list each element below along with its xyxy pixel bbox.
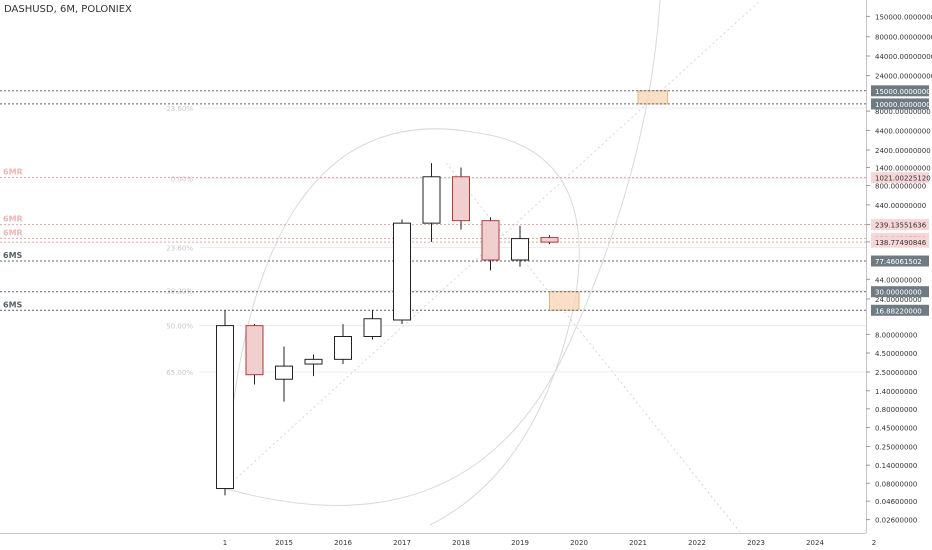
price-label-bg: [871, 219, 929, 231]
fib-level-label: -23.60%: [164, 105, 194, 113]
level-annotation: 6MS: [3, 300, 23, 309]
y-tick-label: 0.14000000: [875, 462, 917, 470]
price-label-bg: [871, 98, 929, 110]
y-tick-label: 4.50000000: [875, 350, 917, 358]
fib-level-label: 0.00%: [171, 175, 194, 183]
fib-level-label: 38.20%: [166, 288, 193, 296]
candle-body: [216, 325, 234, 490]
x-tick-label: 2023: [747, 539, 765, 547]
y-tick-label: 2.50000000: [875, 369, 917, 377]
fib-level-label: 23.60%: [166, 244, 193, 252]
candle-body: [334, 335, 352, 360]
x-tick-label: 2018: [452, 539, 470, 547]
x-tick-label: 2017: [393, 539, 411, 547]
x-tick-label: 2015: [275, 539, 293, 547]
chart-title: DASHUSD, 6M, POLONIEX: [4, 4, 132, 15]
y-tick-label: 0.08000000: [875, 480, 917, 488]
price-label-bg: [871, 236, 929, 248]
price-label-bg: [871, 304, 929, 316]
y-tick-label: 4400.00000000: [875, 127, 931, 135]
price-label: 10000.00000000: [875, 101, 932, 109]
price-label: 77.46061502: [875, 258, 922, 266]
y-tick-label: 0.25000000: [875, 443, 917, 451]
y-tick-label: 44.00000000: [875, 276, 922, 284]
candle-body: [452, 176, 470, 222]
candle-body: [245, 325, 264, 376]
price-label-bg: [871, 255, 929, 267]
price-label-bg: [871, 286, 929, 298]
fib-level-label: 65.00%: [166, 369, 193, 377]
candle-body: [511, 238, 529, 261]
price-label: 15000.00000000: [875, 88, 932, 96]
price-label: 138.77490846: [875, 239, 927, 247]
y-tick-label: 1.40000000: [875, 388, 917, 396]
y-tick-label: 0.80000000: [875, 406, 917, 414]
price-label-bg: [871, 172, 929, 184]
y-tick-label: 44000.00000000: [875, 53, 932, 61]
y-tick-label: 24.00000000: [875, 296, 922, 304]
candle-body: [304, 358, 323, 365]
x-tick-label: 2024: [806, 539, 824, 547]
y-tick-label: 80000.00000000: [875, 34, 932, 42]
price-label: 30.00000000: [875, 289, 922, 297]
fib-arc: [224, 0, 661, 506]
price-label: 16.88220000: [875, 307, 922, 315]
fib-fan-line: [445, 162, 741, 533]
y-tick-label: 2400.00000000: [875, 147, 931, 155]
price-label-bg: [871, 85, 929, 97]
y-tick-label: 8.00000000: [875, 331, 917, 339]
y-tick-label: 0.04600000: [875, 498, 917, 506]
price-label: 239.13551636: [875, 222, 927, 230]
target-box: [549, 291, 580, 311]
candle-body: [363, 318, 382, 337]
y-tick-label: 0.02600000: [875, 517, 917, 525]
x-tick-label: 2019: [511, 539, 529, 547]
y-tick-label: 440.00000000: [875, 202, 926, 210]
candle-body: [275, 365, 293, 380]
level-annotation: 6MR: [3, 168, 23, 177]
price-label: 1021.00225120: [875, 175, 931, 183]
x-tick-label: 2: [872, 539, 876, 547]
x-tick-label: 2021: [629, 539, 647, 547]
fib-arc: [224, 128, 580, 526]
level-annotation: 6MR: [3, 215, 23, 224]
x-tick-label: 1: [223, 539, 227, 547]
level-annotation: 6MS: [3, 251, 23, 260]
candle-body: [481, 220, 500, 261]
y-tick-label: 24000.00000000: [875, 73, 932, 81]
y-tick-label: 8000.00000000: [875, 108, 931, 116]
candle-body: [393, 222, 411, 321]
candle-body: [422, 176, 441, 224]
target-box: [637, 90, 668, 105]
y-tick-label: 0.45000000: [875, 424, 917, 432]
fib-level-label: 50.00%: [166, 323, 193, 331]
candle-body: [540, 237, 559, 243]
level-annotation: 6MR: [3, 228, 23, 237]
x-tick-label: 2020: [570, 539, 588, 547]
y-tick-label: 1400.00000000: [875, 164, 931, 172]
x-tick-label: 2022: [688, 539, 706, 547]
y-tick-label: 800.00000000: [875, 183, 926, 191]
x-tick-label: 2016: [334, 539, 352, 547]
y-tick-label: 150000.00000000: [875, 13, 932, 21]
